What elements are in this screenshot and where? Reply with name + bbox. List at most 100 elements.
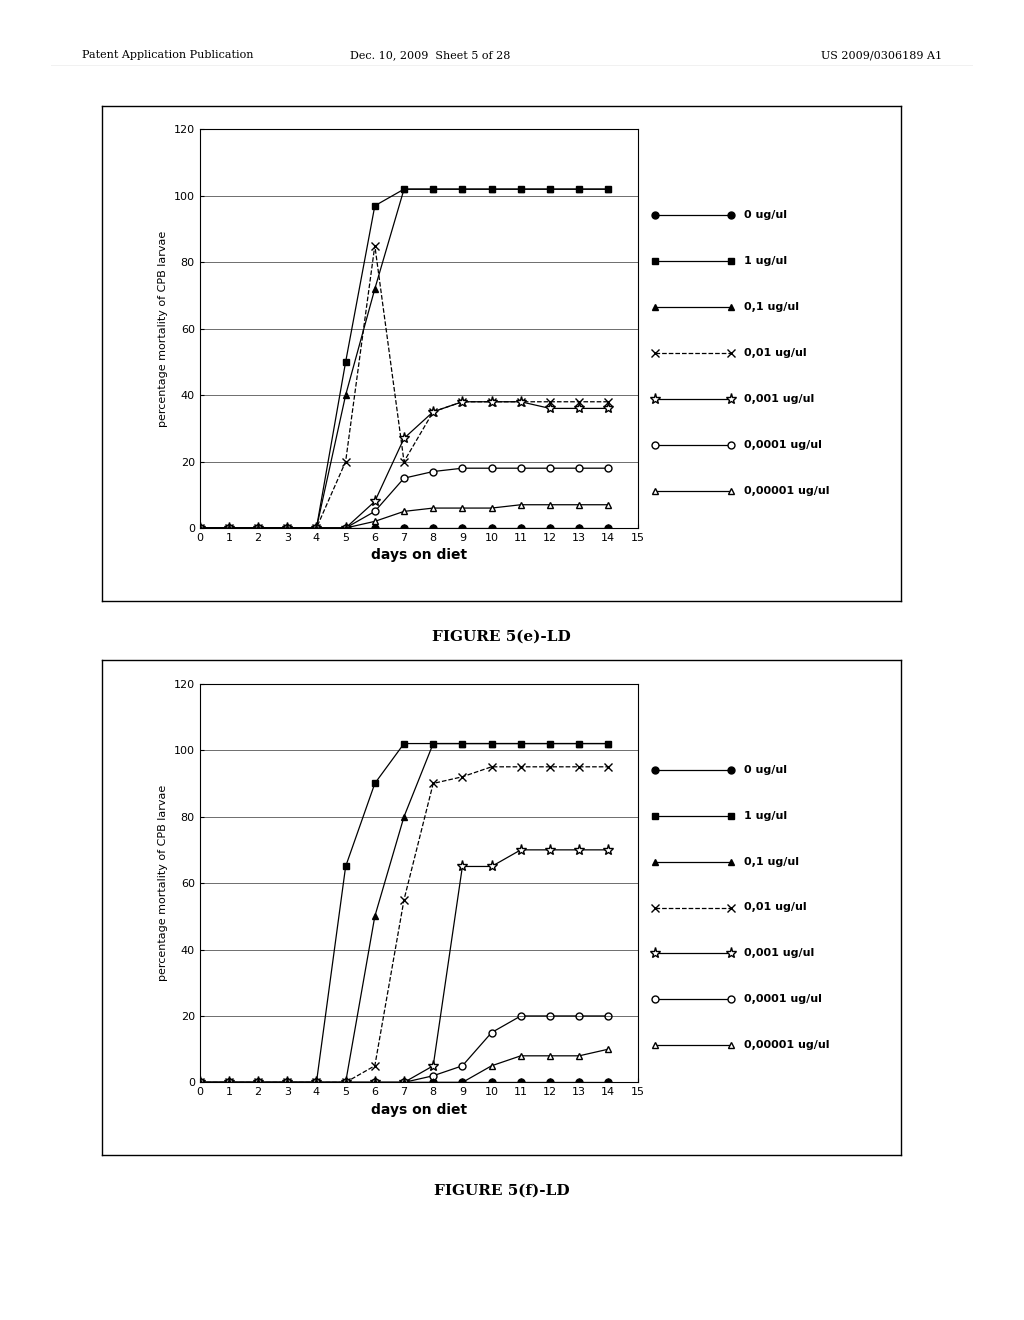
0,001 ug/ul	[340, 520, 352, 536]
0,0001 ug/ul	[573, 461, 586, 477]
1 ug/ul	[602, 735, 614, 751]
0 ug/ul	[485, 1074, 498, 1090]
0,00001 ug/ul	[457, 500, 469, 516]
1 ug/ul	[515, 181, 527, 197]
1 ug/ul	[369, 198, 381, 214]
Text: 0,01 ug/ul: 0,01 ug/ul	[744, 348, 807, 358]
0,0001 ug/ul	[398, 1074, 411, 1090]
0,0001 ug/ul	[223, 1074, 236, 1090]
Text: 0,0001 ug/ul: 0,0001 ug/ul	[744, 440, 822, 450]
Text: 0,1 ug/ul: 0,1 ug/ul	[744, 302, 799, 312]
0,01 ug/ul	[282, 520, 294, 536]
1 ug/ul	[457, 735, 469, 751]
Line: 0 ug/ul: 0 ug/ul	[197, 1078, 611, 1086]
0,01 ug/ul	[340, 1074, 352, 1090]
Line: 0,001 ug/ul: 0,001 ug/ul	[195, 845, 614, 1088]
1 ug/ul	[457, 181, 469, 197]
0,1 ug/ul	[515, 735, 527, 751]
1 ug/ul	[310, 1074, 323, 1090]
0,00001 ug/ul	[223, 520, 236, 536]
0,0001 ug/ul	[282, 1074, 294, 1090]
Text: Patent Application Publication: Patent Application Publication	[82, 50, 253, 61]
0,00001 ug/ul	[310, 520, 323, 536]
0,01 ug/ul	[457, 393, 469, 409]
0,01 ug/ul	[252, 520, 264, 536]
0,001 ug/ul	[223, 1074, 236, 1090]
0,1 ug/ul	[573, 181, 586, 197]
0,00001 ug/ul	[515, 496, 527, 512]
0,0001 ug/ul	[602, 1008, 614, 1024]
1 ug/ul	[398, 735, 411, 751]
0,001 ug/ul	[515, 393, 527, 409]
0,1 ug/ul	[282, 1074, 294, 1090]
0,0001 ug/ul	[340, 1074, 352, 1090]
0,00001 ug/ul	[194, 520, 206, 536]
0 ug/ul	[369, 1074, 381, 1090]
0,0001 ug/ul	[398, 470, 411, 486]
0,0001 ug/ul	[310, 520, 323, 536]
0,0001 ug/ul	[252, 520, 264, 536]
0 ug/ul	[223, 1074, 236, 1090]
1 ug/ul	[340, 858, 352, 874]
0 ug/ul	[515, 520, 527, 536]
0,00001 ug/ul	[485, 1057, 498, 1073]
0,001 ug/ul	[252, 1074, 264, 1090]
0,01 ug/ul	[544, 393, 556, 409]
0,001 ug/ul	[310, 1074, 323, 1090]
Line: 0,0001 ug/ul: 0,0001 ug/ul	[197, 465, 611, 532]
0,001 ug/ul	[398, 430, 411, 446]
0 ug/ul	[485, 520, 498, 536]
1 ug/ul	[515, 735, 527, 751]
0,001 ug/ul	[194, 1074, 206, 1090]
0,1 ug/ul	[485, 181, 498, 197]
0,1 ug/ul	[573, 735, 586, 751]
0,001 ug/ul	[427, 404, 439, 420]
0,0001 ug/ul	[602, 461, 614, 477]
0,00001 ug/ul	[485, 500, 498, 516]
Text: US 2009/0306189 A1: US 2009/0306189 A1	[821, 50, 942, 61]
0 ug/ul	[544, 1074, 556, 1090]
0,00001 ug/ul	[282, 520, 294, 536]
1 ug/ul	[282, 1074, 294, 1090]
Line: 0,0001 ug/ul: 0,0001 ug/ul	[197, 1012, 611, 1086]
0 ug/ul	[194, 1074, 206, 1090]
0 ug/ul	[602, 1074, 614, 1090]
Line: 0,1 ug/ul: 0,1 ug/ul	[197, 186, 611, 532]
Text: 1 ug/ul: 1 ug/ul	[744, 810, 787, 821]
0,0001 ug/ul	[457, 461, 469, 477]
0,001 ug/ul	[457, 393, 469, 409]
1 ug/ul	[223, 520, 236, 536]
0,001 ug/ul	[457, 858, 469, 874]
0,1 ug/ul	[427, 181, 439, 197]
0,1 ug/ul	[398, 181, 411, 197]
0 ug/ul	[310, 1074, 323, 1090]
0,1 ug/ul	[252, 1074, 264, 1090]
0,001 ug/ul	[544, 400, 556, 416]
0,01 ug/ul	[369, 238, 381, 253]
Text: 0,001 ug/ul: 0,001 ug/ul	[744, 395, 814, 404]
0,00001 ug/ul	[369, 513, 381, 529]
0,00001 ug/ul	[310, 1074, 323, 1090]
0,01 ug/ul	[427, 776, 439, 792]
0,01 ug/ul	[398, 892, 411, 908]
1 ug/ul	[485, 735, 498, 751]
0 ug/ul	[252, 1074, 264, 1090]
Line: 0,00001 ug/ul: 0,00001 ug/ul	[197, 502, 611, 532]
1 ug/ul	[282, 520, 294, 536]
0,001 ug/ul	[282, 520, 294, 536]
0,01 ug/ul	[194, 1074, 206, 1090]
0,00001 ug/ul	[427, 500, 439, 516]
0,1 ug/ul	[544, 735, 556, 751]
0,001 ug/ul	[602, 842, 614, 858]
0,0001 ug/ul	[369, 503, 381, 519]
0,01 ug/ul	[398, 454, 411, 470]
0,00001 ug/ul	[573, 1048, 586, 1064]
0,00001 ug/ul	[544, 1048, 556, 1064]
0 ug/ul	[602, 520, 614, 536]
0,1 ug/ul	[485, 735, 498, 751]
0,0001 ug/ul	[282, 520, 294, 536]
Line: 0,001 ug/ul: 0,001 ug/ul	[195, 396, 614, 533]
0,001 ug/ul	[485, 858, 498, 874]
0,001 ug/ul	[544, 842, 556, 858]
0,01 ug/ul	[223, 520, 236, 536]
